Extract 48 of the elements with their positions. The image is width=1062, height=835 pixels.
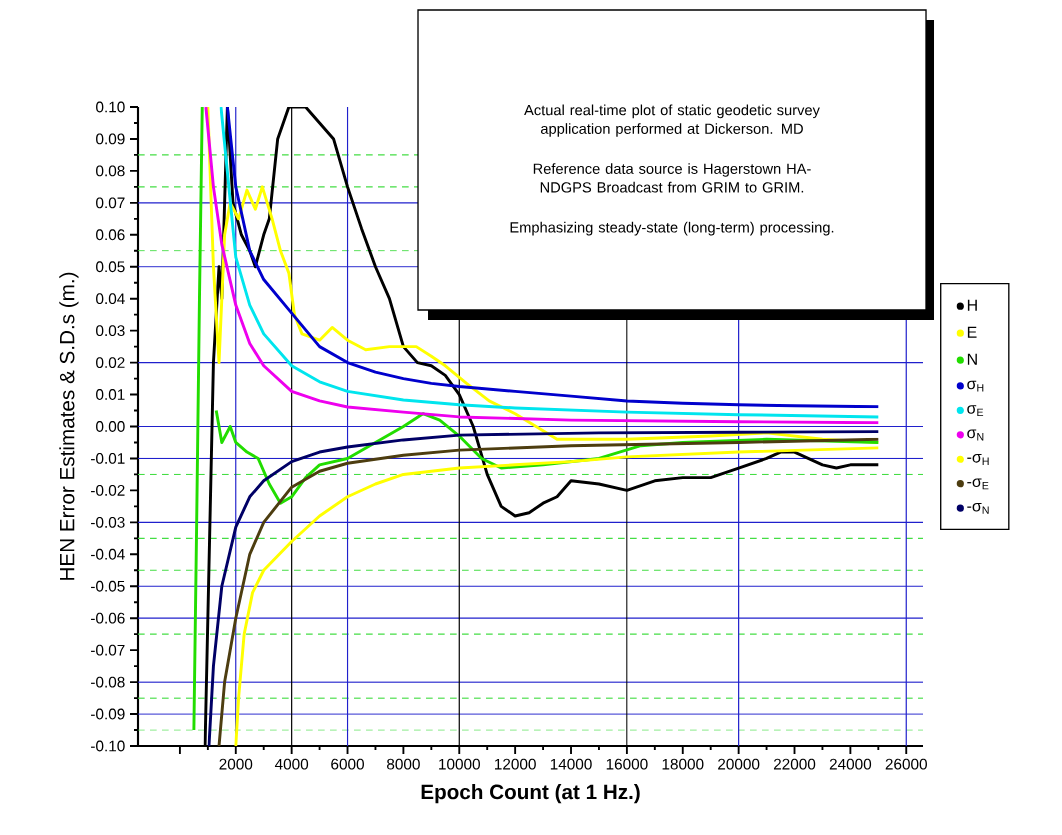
legend-label: σ$_{N}$ [967,429,984,441]
legend-label: -σ$_{E}$ [967,478,989,490]
x-tick-label: 12000 [495,758,536,770]
legend-label: σ$_{H}$ [967,380,984,392]
x-tick-label: 14000 [550,758,592,770]
x-tick-label: 6000 [331,758,364,770]
legend-label: H [967,299,977,311]
y-tick-label: 0.02 [96,357,125,369]
x-tick-label: 20000 [718,758,760,770]
y-tick-label: -0.03 [91,516,125,528]
y-tick-label: 0.09 [96,133,125,145]
x-tick-label: 18000 [662,758,704,770]
x-tick-label: 8000 [387,758,420,770]
y-tick-label: 0.01 [96,389,125,400]
y-tick-label: -0.09 [91,708,125,720]
y-tick-label: -0.01 [91,453,125,464]
legend-label: E [967,326,977,338]
y-tick-label: -0.04 [91,548,125,560]
x-tick-label: 2000 [219,758,253,770]
x-axis-title: Epoch Count (at 1 Hz.) [421,784,640,804]
y-tick-label: -0.06 [91,612,125,624]
y-tick-label: 0.00 [96,421,125,432]
legend-label: -σ$_{N}$ [967,502,989,514]
legend-label: -σ$_{H}$ [967,454,989,465]
y-tick-label: -0.02 [91,484,125,496]
annotation: Emphasizing steady-state (long-term) processing. [510,221,834,236]
y-tick-label: -0.07 [91,644,125,656]
x-tick-label: 26000 [885,758,927,770]
y-tick-label: -0.10 [91,740,125,752]
y-tick-label: 0.03 [96,325,125,337]
legend-label: σ$_{E}$ [967,405,984,416]
x-tick-label: 10000 [439,758,480,770]
y-tick-label: -0.08 [91,676,125,688]
x-tick-label: 22000 [773,758,816,770]
y-tick-label: 0.06 [96,229,125,241]
y-tick-label: 0.04 [96,293,125,305]
y-tick-label: -0.05 [91,580,125,592]
annotation: Actual real-time plot of static geodetic survey application performed at Dickerson. MD [524,104,820,137]
annotation: Reference data source is Hagerstown HA-NDGPS Broadcast from GRIM to GRIM. [533,163,811,193]
y-axis-title: HEN Error Estimates & S.D.s (m.) [59,272,79,580]
x-tick-label: 24000 [829,758,872,770]
legend-label: N [967,353,977,365]
y-tick-label: 0.10 [96,101,125,113]
x-tick-label: 16000 [606,758,648,770]
y-tick-label: 0.08 [96,165,125,177]
y-tick-label: 0.07 [96,197,125,209]
x-tick-label: 4000 [274,758,309,770]
y-tick-label: 0.05 [96,261,125,273]
